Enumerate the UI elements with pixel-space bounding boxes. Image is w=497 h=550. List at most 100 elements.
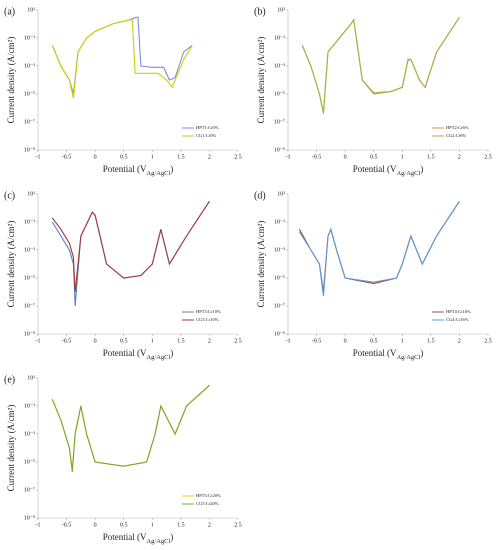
panel: (c) 10¹ 10⁻¹ 10⁻³ 10⁻⁵ 10⁻⁷ 10⁻⁹-1 -0.5 0 0.5 1 1.5… — [4, 190, 242, 361]
panel-label: (a) — [4, 6, 15, 17]
series-line — [51, 201, 210, 293]
x-tick-label: 0.5 — [370, 154, 378, 160]
x-tick-label: 0.5 — [120, 522, 128, 528]
legend-label: CG5:Cr20% — [196, 501, 219, 506]
panel: (b) 10¹ 10⁻¹ 10⁻³ 10⁻⁵ 10⁻⁷ 10⁻⁹-1 -0.5 0 0.5 1 1.5… — [254, 6, 492, 177]
y-tick-label: 10⁻³ — [24, 63, 35, 69]
panel-label: (e) — [4, 374, 15, 385]
y-tick-label: 10⁻⁷ — [24, 487, 35, 493]
x-axis-label: Potential (VAg/AgCl) — [103, 348, 174, 361]
x-axis-label-part: ) — [170, 532, 173, 542]
x-tick-label: -0.5 — [62, 154, 72, 160]
y-tick-label: 10⁻³ — [274, 63, 285, 69]
y-axis-label: Current density (A/cm²) — [6, 37, 16, 124]
x-tick-label: -0.5 — [312, 154, 322, 160]
y-axis-label: Current density (A/cm²) — [256, 221, 266, 308]
y-tick-label: 10⁻¹ — [24, 403, 35, 409]
x-axis-label-part: Potential (V — [103, 532, 147, 542]
x-axis-label-part: Ag/AgCl — [396, 170, 420, 177]
y-tick-label: 10⁻⁹ — [24, 515, 35, 521]
panel-label: (d) — [254, 190, 266, 201]
x-tick-label: 2.5 — [234, 338, 242, 344]
series-line — [51, 384, 210, 472]
y-tick-label: 10⁻⁷ — [24, 303, 35, 309]
legend-label: HPT1:Cr0% — [196, 125, 219, 130]
x-tick-label: 2.5 — [484, 154, 492, 160]
panel: (e) 10¹ 10⁻¹ 10⁻³ 10⁻⁵ 10⁻⁷ 10⁻⁹-1 -0.5 0 0.5 1 1.5… — [4, 374, 242, 545]
x-tick-label: 1.5 — [427, 154, 435, 160]
legend-label: CG3:Cr10% — [196, 317, 219, 322]
x-tick-label: 0 — [94, 338, 97, 344]
y-tick-label: 10⁻⁵ — [24, 275, 35, 281]
x-tick-label: -1 — [286, 338, 291, 344]
panel-label: (c) — [4, 190, 15, 201]
x-axis-label: Potential (VAg/AgCl) — [353, 164, 424, 177]
y-tick-label: 10⁻¹ — [274, 219, 285, 225]
x-axis-label: Potential (VAg/AgCl) — [103, 532, 174, 545]
series-line — [298, 201, 460, 297]
legend-label: HPT4:Cr16% — [446, 309, 471, 314]
x-tick-label: 1.5 — [177, 522, 185, 528]
y-tick-label: 10⁻⁹ — [24, 331, 35, 337]
y-tick-label: 10⁻³ — [274, 247, 285, 253]
x-axis-label-part: ) — [170, 164, 173, 174]
legend-label: CG2:Cr6% — [446, 133, 467, 138]
y-axis-label: Current density (A/cm²) — [6, 405, 16, 492]
x-tick-label: -0.5 — [312, 338, 322, 344]
y-tick-label: 10⁻⁵ — [274, 91, 285, 97]
x-tick-label: 1.5 — [177, 154, 185, 160]
x-tick-label: 1.5 — [427, 338, 435, 344]
x-tick-label: 2 — [458, 338, 461, 344]
y-tick-label: 10⁻⁹ — [24, 147, 35, 153]
x-tick-label: 0.5 — [120, 154, 128, 160]
x-tick-label: 0 — [94, 522, 97, 528]
x-axis-label-part: ) — [420, 348, 423, 358]
x-tick-label: 2 — [458, 154, 461, 160]
x-tick-label: 1 — [401, 154, 404, 160]
x-tick-label: -0.5 — [62, 338, 72, 344]
series-line — [51, 16, 193, 95]
x-axis-label-part: Ag/AgCl — [146, 170, 170, 177]
x-axis-label-part: ) — [170, 348, 173, 358]
x-axis-label-part: Potential (V — [103, 348, 147, 358]
series-line — [51, 19, 193, 99]
x-axis-label: Potential (VAg/AgCl) — [353, 348, 424, 361]
x-tick-label: 2 — [208, 522, 211, 528]
y-tick-label: 10⁻⁷ — [24, 119, 35, 125]
x-axis-label-part: Potential (V — [353, 164, 397, 174]
x-tick-label: -0.5 — [62, 522, 72, 528]
y-tick-label: 10¹ — [27, 7, 35, 13]
x-tick-label: 0.5 — [120, 338, 128, 344]
y-tick-label: 10⁻⁵ — [274, 275, 285, 281]
x-axis-label-part: Potential (V — [353, 348, 397, 358]
x-axis-label-part: Ag/AgCl — [396, 354, 420, 361]
legend-label: HPT2:Cr6% — [446, 125, 469, 130]
x-tick-label: 1 — [151, 338, 154, 344]
y-axis-label: Current density (A/cm²) — [6, 221, 16, 308]
series-line — [301, 17, 460, 113]
legend-label: CG1:Cr0% — [196, 133, 217, 138]
x-axis-label-part: Ag/AgCl — [146, 538, 170, 545]
panel: (d) 10¹ 10⁻¹ 10⁻³ 10⁻⁵ 10⁻⁷ 10⁻⁹-1 -0.5 0 0.5 1 1.5… — [254, 190, 492, 361]
x-tick-label: 2.5 — [234, 154, 242, 160]
legend-label: HPT5:Cr20% — [196, 493, 221, 498]
x-tick-label: -1 — [286, 154, 291, 160]
x-tick-label: -1 — [36, 338, 41, 344]
series-line — [298, 201, 460, 293]
y-tick-label: 10⁻³ — [24, 431, 35, 437]
y-tick-label: 10⁻¹ — [24, 35, 35, 41]
x-tick-label: 2 — [208, 154, 211, 160]
x-tick-label: 2.5 — [234, 522, 242, 528]
x-axis-label: Potential (VAg/AgCl) — [103, 164, 174, 177]
y-tick-label: 10⁻⁷ — [274, 303, 285, 309]
y-tick-label: 10¹ — [277, 7, 285, 13]
x-axis-label-part: Ag/AgCl — [146, 354, 170, 361]
y-tick-label: 10⁻⁹ — [274, 331, 285, 337]
y-tick-label: 10⁻⁹ — [274, 147, 285, 153]
panel: (a) 10¹ 10⁻¹ 10⁻³ 10⁻⁵ 10⁻⁷ 10⁻⁹-1 -0.5 0 0.5 1 1.5… — [4, 6, 242, 177]
x-tick-label: 1 — [401, 338, 404, 344]
x-tick-label: 2.5 — [484, 338, 492, 344]
y-tick-label: 10⁻³ — [24, 247, 35, 253]
x-axis-label-part: Potential (V — [103, 164, 147, 174]
legend-label: HPT3:Cr10% — [196, 309, 221, 314]
